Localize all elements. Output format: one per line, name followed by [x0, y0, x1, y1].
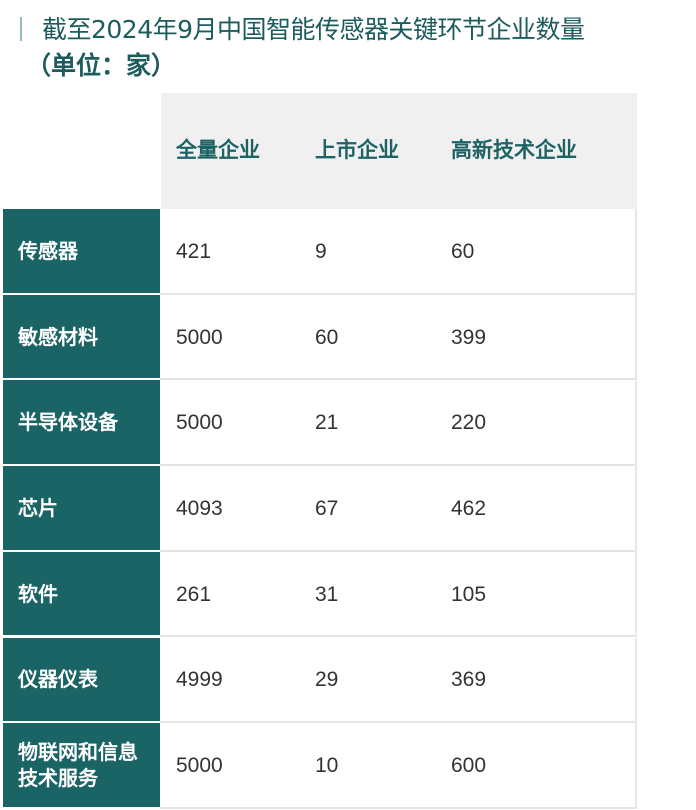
table-cell: 29	[315, 668, 339, 692]
row-label: 芯片	[3, 466, 160, 550]
table-cell: 60	[315, 325, 339, 349]
table-cell: 21	[315, 411, 339, 435]
table-border	[635, 380, 637, 467]
row-divider	[160, 721, 637, 724]
row-label: 半导体设备	[3, 380, 160, 465]
title-text: 截至2024年9月中国智能传感器关键环节企业数量	[42, 15, 585, 44]
table-cell: 31	[315, 582, 339, 606]
table-row: 仪器仪表 4999 29 369	[3, 637, 637, 724]
table-border	[635, 551, 637, 638]
table-cell: 105	[451, 582, 487, 606]
table-border	[635, 294, 637, 381]
column-header: 全量企业	[176, 138, 260, 162]
table-cell: 4093	[176, 496, 223, 520]
table-cell: 261	[176, 582, 212, 606]
row-divider	[160, 378, 637, 381]
table-border	[635, 637, 637, 724]
table-border	[635, 466, 637, 552]
row-label: 软件	[3, 551, 160, 636]
table-cell: 5000	[176, 411, 223, 435]
table-cell: 10	[315, 754, 339, 778]
table-cell: 220	[451, 411, 487, 435]
table-row: 物联网和信息技术服务 5000 10 600	[3, 723, 637, 809]
column-header: 高新技术企业	[451, 138, 577, 162]
row-label: 仪器仪表	[3, 637, 160, 722]
table-row: 软件 261 31 105	[3, 551, 637, 638]
row-divider	[160, 464, 637, 467]
table-row: 芯片 4093 67 462	[3, 466, 637, 552]
column-header: 上市企业	[315, 138, 399, 162]
row-divider	[160, 806, 637, 809]
table-border	[635, 723, 637, 809]
table-cell: 5000	[176, 754, 223, 778]
table-row: 半导体设备 5000 21 220	[3, 380, 637, 467]
row-divider	[160, 635, 637, 638]
table-header	[161, 93, 637, 209]
row-divider	[160, 292, 637, 295]
table-row: 传感器 421 9 60	[3, 209, 637, 295]
row-divider	[160, 549, 637, 552]
table-cell: 421	[176, 239, 212, 263]
table-cell: 399	[451, 325, 487, 349]
chart-subtitle: （单位：家）	[26, 51, 177, 80]
table-cell: 462	[451, 496, 487, 520]
row-label: 传感器	[3, 209, 160, 293]
table-cell: 9	[315, 239, 327, 263]
chart-title: 截至2024年9月中国智能传感器关键环节企业数量	[20, 12, 690, 48]
table-border	[635, 209, 637, 295]
table-cell: 5000	[176, 325, 223, 349]
table-cell: 67	[315, 496, 339, 520]
table-cell: 600	[451, 754, 487, 778]
table-cell: 60	[451, 239, 475, 263]
table-cell: 369	[451, 668, 487, 692]
row-label: 敏感材料	[3, 294, 160, 379]
title-accent-bar	[20, 17, 22, 41]
table-cell: 4999	[176, 668, 223, 692]
table-row: 敏感材料 5000 60 399	[3, 294, 637, 381]
row-label: 物联网和信息技术服务	[3, 723, 160, 807]
